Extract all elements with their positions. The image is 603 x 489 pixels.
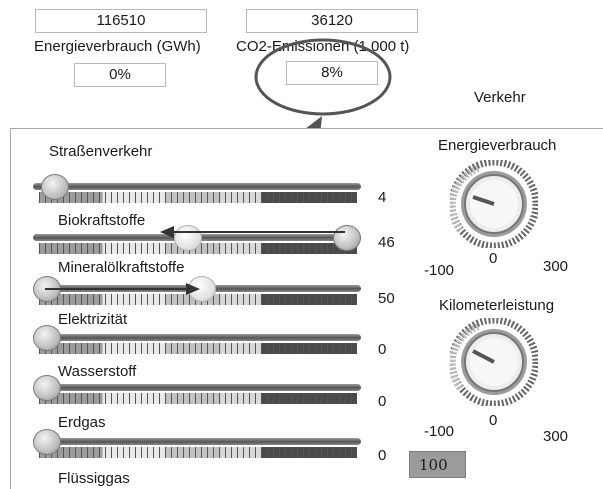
dial-max-km: 300 (543, 428, 569, 445)
slider-label-fluessiggas: Flüssiggas (58, 470, 130, 487)
slider-label-erdgas: Erdgas (58, 414, 106, 431)
change-arrow-left (160, 226, 345, 238)
co2-label: CO2-Emissionen (1 000 t) (236, 38, 410, 55)
slider-track (33, 334, 361, 341)
change-arrow-right (45, 283, 200, 295)
slider-scale (39, 447, 357, 458)
slider-value-biokraftstoffe: 46 (378, 234, 395, 251)
slider-thumb[interactable] (33, 429, 61, 455)
dial-mid-energy: 0 (489, 250, 498, 267)
slider-label-elektrizitaet: Elektrizität (58, 311, 128, 328)
slider-label-strassenverkehr: Straßenverkehr (49, 143, 153, 160)
dial-min-energy: -100 (424, 262, 455, 279)
highlight-ellipse (254, 38, 392, 116)
energy-total-value: 116510 (35, 9, 207, 33)
co2-total-value: 36120 (246, 9, 418, 33)
energy-percent-value: 0% (74, 63, 166, 87)
slider-value-wasserstoff: 0 (378, 393, 387, 410)
slider-thumb-previous (174, 225, 202, 251)
slider-label-wasserstoff: Wasserstoff (58, 363, 137, 380)
energy-label: Energieverbrauch (GWh) (34, 38, 201, 55)
slider-value-erdgas: 0 (378, 447, 387, 464)
dial-km[interactable] (450, 318, 538, 406)
dial-min-km: -100 (424, 423, 455, 440)
slider-value-strassenverkehr: 4 (378, 189, 387, 206)
slider-elektrizitaet[interactable] (33, 325, 361, 356)
slider-label-biokraftstoffe: Biokraftstoffe (58, 212, 146, 229)
dial-title-km: Kilometerleistung (439, 297, 555, 314)
dial-energy[interactable] (450, 160, 538, 248)
sector-title: Verkehr (474, 89, 526, 106)
slider-scale (39, 393, 357, 404)
slider-scale (39, 343, 357, 354)
slider-track (33, 438, 361, 445)
co2-percent-value: 8% (286, 61, 378, 85)
slider-thumb[interactable] (33, 325, 61, 351)
slider-track (33, 384, 361, 391)
dial-mid-km: 0 (489, 412, 498, 429)
dial-needle (472, 195, 495, 206)
slider-label-mineraloelkraftstoffe: Mineralölkraftstoffe (58, 259, 185, 276)
slider-thumb[interactable] (333, 225, 361, 251)
slider-biokraftstoffe[interactable] (33, 225, 361, 256)
slider-wasserstoff[interactable] (33, 375, 361, 406)
slider-scale (39, 192, 357, 203)
slider-scale (39, 243, 357, 254)
dial-max-energy: 300 (543, 258, 569, 275)
dial-needle (472, 349, 495, 364)
dial-title-energy: Energieverbrauch (438, 137, 557, 154)
slider-thumb[interactable] (33, 375, 61, 401)
slider-thumb[interactable] (41, 174, 69, 200)
slider-value-mineraloelkraftstoffe: 50 (378, 290, 395, 307)
slider-strassenverkehr[interactable] (33, 174, 361, 205)
bottom-value-box: 100 (409, 451, 466, 478)
slider-erdgas[interactable] (33, 429, 361, 460)
slider-track (33, 183, 361, 190)
slider-value-elektrizitaet: 0 (378, 341, 387, 358)
